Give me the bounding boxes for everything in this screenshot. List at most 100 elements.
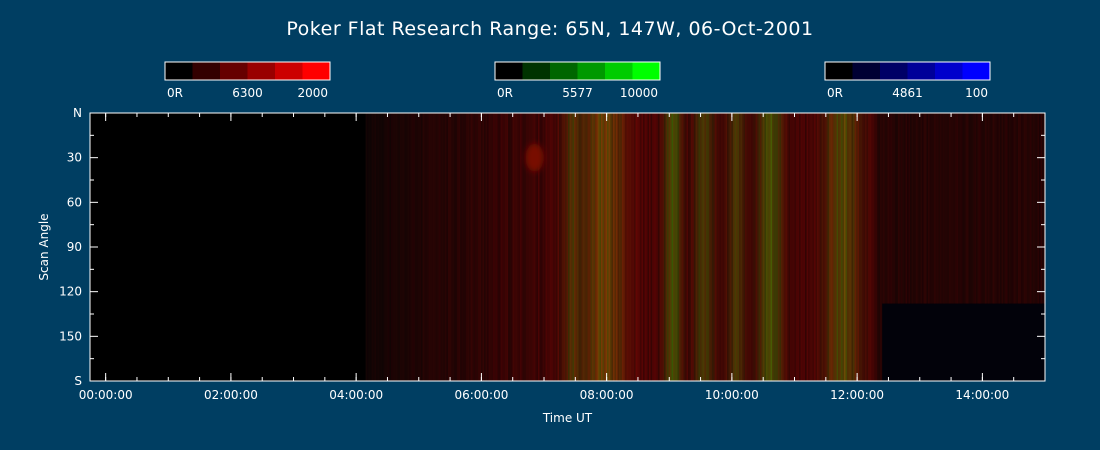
heatmap-column bbox=[1027, 113, 1029, 381]
heatmap-column bbox=[931, 113, 933, 381]
heatmap-column bbox=[535, 113, 537, 381]
heatmap-column bbox=[733, 113, 735, 381]
heatmap-column bbox=[929, 113, 932, 381]
heatmap-column bbox=[671, 113, 674, 381]
heatmap-column bbox=[649, 113, 651, 381]
x-tick-label: 14:00:00 bbox=[955, 388, 1009, 402]
heatmap-column bbox=[662, 113, 665, 381]
heatmap-column bbox=[641, 113, 644, 381]
heatmap-column bbox=[938, 113, 941, 381]
heatmap-column bbox=[862, 113, 864, 381]
heatmap-column bbox=[953, 113, 956, 381]
heatmap-column bbox=[902, 113, 905, 381]
no-data-region bbox=[882, 303, 1045, 381]
heatmap-column bbox=[722, 113, 725, 381]
y-tick-label: 150 bbox=[59, 329, 82, 343]
heatmap-column bbox=[622, 113, 624, 381]
heatmap-column bbox=[916, 113, 918, 381]
heatmap-column bbox=[818, 113, 821, 381]
heatmap-column bbox=[659, 113, 662, 381]
heatmap-column bbox=[710, 113, 713, 381]
heatmap-column bbox=[394, 113, 396, 381]
colorbar-swatch bbox=[825, 62, 853, 80]
heatmap-column bbox=[389, 113, 392, 381]
heatmap-column bbox=[743, 113, 746, 381]
heatmap-column bbox=[514, 113, 516, 381]
heatmap-column bbox=[676, 113, 678, 381]
heatmap-column bbox=[487, 113, 489, 381]
heatmap-column bbox=[377, 113, 380, 381]
heatmap-column bbox=[388, 113, 390, 381]
heatmap-column bbox=[713, 113, 716, 381]
heatmap-column bbox=[551, 113, 554, 381]
heatmap-column bbox=[718, 113, 720, 381]
heatmap-column bbox=[421, 113, 423, 381]
heatmap-column bbox=[590, 113, 593, 381]
heatmap-column bbox=[695, 113, 698, 381]
heatmap-column bbox=[805, 113, 807, 381]
heatmap-column bbox=[974, 113, 977, 381]
heatmap-column bbox=[533, 113, 536, 381]
heatmap-column bbox=[496, 113, 498, 381]
colorbar-swatch bbox=[247, 62, 276, 80]
heatmap-column bbox=[523, 113, 525, 381]
heatmap-column bbox=[634, 113, 636, 381]
heatmap-column bbox=[865, 113, 867, 381]
heatmap-column bbox=[905, 113, 908, 381]
heatmap-column bbox=[827, 113, 830, 381]
heatmap-column bbox=[923, 113, 926, 381]
heatmap-column bbox=[965, 113, 968, 381]
heatmap-column bbox=[550, 113, 552, 381]
heatmap-column bbox=[544, 113, 546, 381]
heatmap-column bbox=[782, 113, 785, 381]
heatmap-column bbox=[760, 113, 762, 381]
colorbar-frame bbox=[494, 61, 661, 81]
heatmap-column bbox=[836, 113, 839, 381]
heatmap-column bbox=[967, 113, 969, 381]
heatmap-column bbox=[919, 113, 921, 381]
heatmap-column bbox=[731, 113, 734, 381]
heatmap-column bbox=[395, 113, 398, 381]
heatmap-column bbox=[994, 113, 996, 381]
heatmap-column bbox=[896, 113, 899, 381]
heatmap-column bbox=[833, 113, 836, 381]
heatmap-column bbox=[886, 113, 888, 381]
heatmap-column bbox=[640, 113, 642, 381]
heatmap-column bbox=[719, 113, 722, 381]
heatmap-column bbox=[763, 113, 765, 381]
heatmap-column bbox=[835, 113, 837, 381]
heatmap-column bbox=[382, 113, 384, 381]
heatmap-column bbox=[712, 113, 714, 381]
heatmap-column bbox=[580, 113, 582, 381]
colorbar-swatch bbox=[165, 62, 193, 80]
heatmap-column bbox=[482, 113, 485, 381]
heatmap-column bbox=[739, 113, 741, 381]
heatmap-column bbox=[605, 113, 608, 381]
colorbar-swatch bbox=[852, 62, 881, 80]
heatmap-column bbox=[488, 113, 491, 381]
heatmap-column bbox=[826, 113, 828, 381]
heatmap-column bbox=[536, 113, 539, 381]
heatmap-column bbox=[898, 113, 900, 381]
heatmap-column bbox=[878, 113, 881, 381]
heatmap-column bbox=[509, 113, 512, 381]
heatmap-column bbox=[797, 113, 800, 381]
heatmap-column bbox=[871, 113, 873, 381]
heatmap-column bbox=[998, 113, 1001, 381]
heatmap-column bbox=[809, 113, 812, 381]
heatmap-column bbox=[446, 113, 449, 381]
heatmap-column bbox=[610, 113, 612, 381]
heatmap-column bbox=[943, 113, 945, 381]
heatmap-column bbox=[935, 113, 938, 381]
heatmap-column bbox=[401, 113, 404, 381]
heatmap-column bbox=[749, 113, 752, 381]
heatmap-column bbox=[830, 113, 833, 381]
heatmap-column bbox=[415, 113, 417, 381]
heatmap-column bbox=[962, 113, 965, 381]
heatmap-column bbox=[419, 113, 422, 381]
heatmap-column bbox=[766, 113, 768, 381]
heatmap-column bbox=[860, 113, 863, 381]
colorbar-swatch bbox=[605, 62, 633, 80]
heatmap-column bbox=[1003, 113, 1005, 381]
